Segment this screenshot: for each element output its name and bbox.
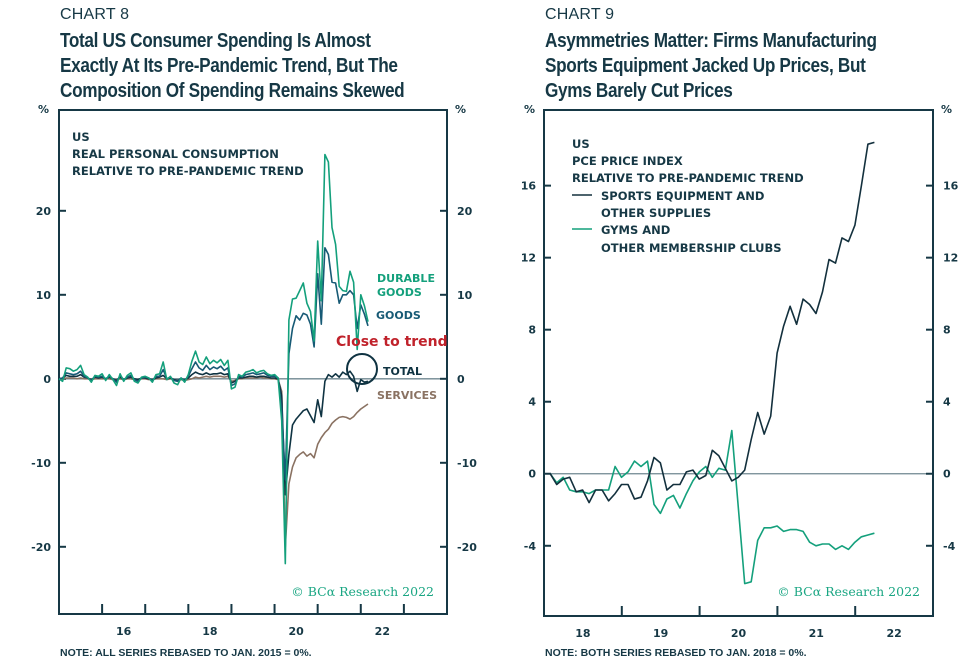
x-tick-label: 22: [886, 627, 901, 640]
y-tick-label-right: 10: [457, 289, 473, 302]
chart-9-title-line: Sports Equipment Jacked Up Prices, But: [545, 55, 866, 77]
chart-8-label: CHART 8: [60, 6, 130, 23]
y-tick-label-left: 0: [528, 468, 536, 481]
chart-8-panel: CHART 8 Total US Consumer Spending Is Al…: [0, 0, 486, 670]
y-tick-label-right: 0: [457, 373, 465, 386]
chart-8-series-group: [58, 153, 369, 565]
chart-9-note: NOTE: BOTH SERIES REBASED TO JAN. 2018 =…: [545, 647, 807, 659]
y-tick-label-left: 10: [36, 289, 52, 302]
left-y-unit: %: [38, 103, 49, 116]
x-tick-label: 21: [809, 627, 824, 640]
x-tick-label: 22: [375, 625, 390, 638]
chart-9-title: Asymmetries Matter: Firms Manufacturing …: [545, 29, 877, 104]
chart-8-note: NOTE: ALL SERIES REBASED TO JAN. 2015 = …: [60, 647, 312, 659]
chart-9-frame: 16 16 12 12 8 8 4 4 0 0 -4 -4 18 19 20 21 22: [521, 109, 959, 640]
legend-gyms-line2: OTHER MEMBERSHIP CLUBS: [601, 241, 782, 255]
chart-9-title-line: Gyms Barely Cut Prices: [545, 80, 733, 102]
y-tick-label-right: -10: [457, 457, 477, 470]
right-y-unit: %: [455, 103, 466, 116]
chart-8-header-line: REAL PERSONAL CONSUMPTION: [72, 147, 279, 161]
series-line-sports-equipment-and-other-supplies: [549, 141, 875, 504]
legend-durable-goods-line2: GOODS: [377, 286, 422, 299]
series-line-services: [59, 375, 369, 548]
chart-9-header-line: PCE PRICE INDEX: [572, 154, 683, 168]
chart-8-plot: 20 20 10 10 0 0 -10 -10 -20 -20 16 18 20 22 % % US RE…: [31, 103, 477, 638]
y-tick-label-left: 12: [521, 252, 536, 265]
chart-9-header-line: RELATIVE TO PRE-PANDEMIC TREND: [572, 171, 804, 185]
copyright-text: © BCα Research 2022: [291, 584, 434, 599]
close-to-trend-circle: [346, 353, 378, 385]
y-tick-label-left: -20: [31, 541, 51, 554]
chart-9-panel: CHART 9 Asymmetries Matter: Firms Manufa…: [486, 0, 973, 670]
plot-frame: [543, 109, 934, 617]
legend-goods: GOODS: [376, 309, 421, 322]
chart-8-header-line: US: [72, 130, 90, 144]
chart-8-frame: 20 20 10 10 0 0 -10 -10 -20 -20 16 18 20 22: [31, 109, 477, 638]
series-line-gyms-and-other-membership-clubs: [549, 429, 875, 585]
y-tick-label-right: 4: [943, 396, 951, 409]
x-tick-label: 20: [731, 627, 747, 640]
y-tick-label-right: 20: [457, 205, 473, 218]
chart-9-series-group: [549, 141, 875, 585]
x-tick-label: 20: [288, 625, 304, 638]
x-tick-label: 19: [653, 627, 668, 640]
x-tick-label: 16: [116, 625, 132, 638]
y-tick-label-left: 4: [528, 396, 536, 409]
y-tick-label-right: 12: [943, 252, 958, 265]
chart-8-title-line: Composition Of Spending Remains Skewed: [60, 80, 405, 102]
chart-8-header-line: RELATIVE TO PRE-PANDEMIC TREND: [72, 164, 304, 178]
y-tick-label-left: -4: [524, 540, 537, 553]
y-tick-label-right: -4: [943, 540, 956, 553]
y-tick-label-right: -20: [457, 541, 477, 554]
legend-durable-goods-line1: DURABLE: [377, 272, 435, 285]
x-tick-label: 18: [575, 627, 590, 640]
chart-9-label: CHART 9: [545, 6, 615, 23]
legend-total: TOTAL: [383, 365, 422, 378]
chart-9-plot: 16 16 12 12 8 8 4 4 0 0 -4 -4 18 19 20 21 22 % % US PCE …: [521, 103, 959, 640]
legend-sports-line2: OTHER SUPPLIES: [601, 206, 711, 220]
y-tick-label-left: 0: [43, 373, 51, 386]
y-tick-label-right: 16: [943, 180, 959, 193]
legend-sports-line1: SPORTS EQUIPMENT AND: [601, 189, 764, 203]
chart-8-title-line: Exactly At Its Pre-Pandemic Trend, But T…: [60, 55, 398, 77]
y-tick-label-left: 20: [36, 205, 52, 218]
x-tick-label: 18: [202, 625, 217, 638]
legend-services: SERVICES: [377, 389, 437, 402]
close-to-trend-annotation: Close to trend: [336, 334, 448, 350]
copyright-text: © BCα Research 2022: [777, 584, 920, 599]
series-line-durable-goods: [58, 153, 369, 565]
y-tick-label-right: 0: [943, 468, 951, 481]
left-y-unit: %: [524, 103, 535, 116]
plot-frame: [58, 109, 448, 615]
series-line-total: [58, 370, 369, 496]
right-y-unit: %: [941, 103, 952, 116]
y-tick-label-left: 16: [521, 180, 537, 193]
chart-8-title: Total US Consumer Spending Is Almost Exa…: [60, 29, 405, 104]
chart-9-header-line: US: [572, 137, 590, 151]
chart-8-title-line: Total US Consumer Spending Is Almost: [60, 30, 371, 52]
y-tick-label-right: 8: [943, 324, 951, 337]
legend-gyms-line1: GYMS AND: [601, 223, 670, 237]
chart-9-title-line: Asymmetries Matter: Firms Manufacturing: [545, 30, 877, 52]
y-tick-label-left: 8: [528, 324, 536, 337]
y-tick-label-left: -10: [31, 457, 51, 470]
